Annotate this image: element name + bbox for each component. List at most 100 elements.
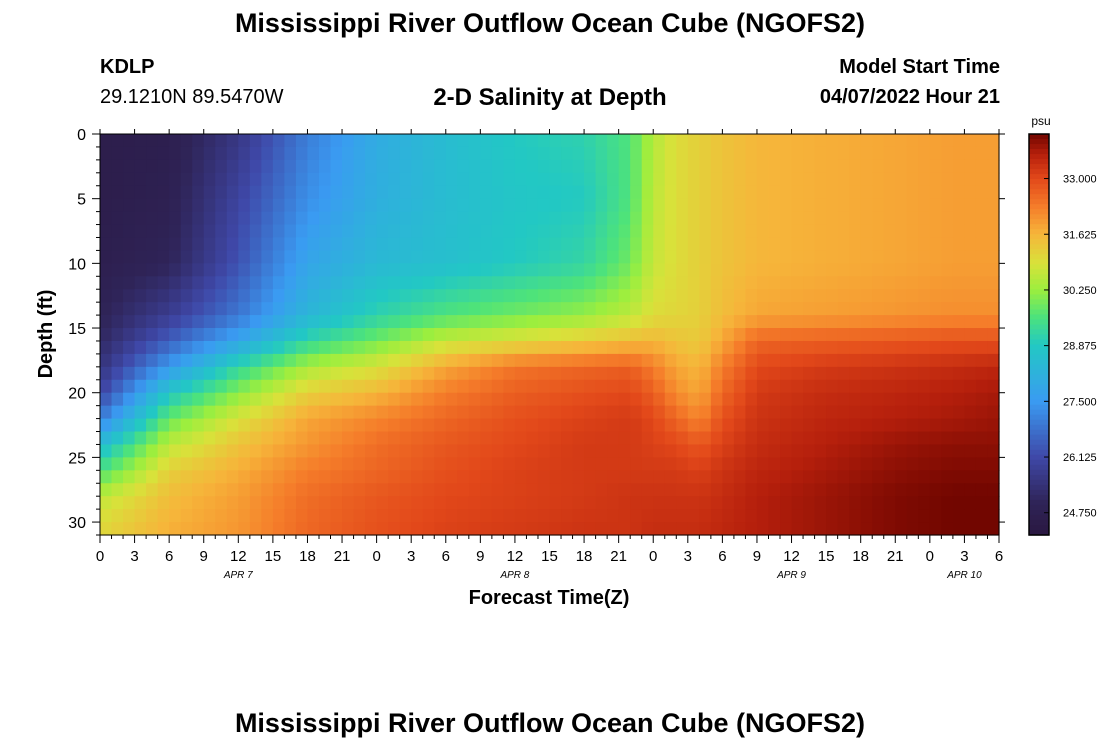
heatmap-cell xyxy=(814,483,827,497)
heatmap-cell xyxy=(457,172,470,187)
heatmap-cell xyxy=(514,211,528,226)
heatmap-cell xyxy=(468,263,481,277)
heatmap-cell xyxy=(872,289,885,303)
heatmap-cell xyxy=(849,496,862,510)
heatmap-cell xyxy=(272,457,286,471)
heatmap-cell xyxy=(318,211,332,226)
heatmap-cell xyxy=(134,353,147,368)
heatmap-cell xyxy=(860,146,873,161)
colorbar-swatch xyxy=(1029,264,1049,270)
heatmap-cell xyxy=(422,224,435,239)
heatmap-cell xyxy=(906,289,919,303)
heatmap-cell xyxy=(526,134,539,148)
heatmap-cell xyxy=(860,159,873,174)
x-tick-label: 15 xyxy=(818,548,835,565)
heatmap-cell xyxy=(872,353,885,368)
heatmap-cell xyxy=(180,509,193,523)
heatmap-cell xyxy=(941,159,954,174)
heatmap-cell xyxy=(157,340,170,355)
heatmap-cell xyxy=(791,302,804,316)
heatmap-cell xyxy=(814,237,827,252)
heatmap-cell xyxy=(411,379,424,394)
heatmap-cell xyxy=(134,522,147,536)
heatmap-cell xyxy=(411,134,424,148)
heatmap-cell xyxy=(722,185,735,200)
heatmap-cell xyxy=(330,340,343,355)
heatmap-cell xyxy=(146,224,159,239)
heatmap-cell xyxy=(883,496,896,510)
heatmap-cell xyxy=(146,379,159,394)
heatmap-cell xyxy=(780,353,793,368)
heatmap-cell xyxy=(526,496,539,510)
heatmap-cell xyxy=(203,470,216,484)
heatmap-cell xyxy=(607,522,620,536)
heatmap-cell xyxy=(699,379,712,394)
heatmap-cell xyxy=(756,224,770,239)
colorbar-swatch xyxy=(1029,529,1049,536)
heatmap-cell xyxy=(422,159,435,174)
heatmap-cell xyxy=(100,211,113,226)
heatmap-cell xyxy=(549,392,562,407)
heatmap-cell xyxy=(756,172,770,187)
heatmap-cell xyxy=(249,366,262,381)
heatmap-cell xyxy=(872,340,885,355)
heatmap-cell xyxy=(111,263,124,277)
heatmap-cell xyxy=(514,457,528,471)
heatmap-cell xyxy=(307,302,320,316)
heatmap-cell xyxy=(353,379,366,394)
heatmap-cell xyxy=(722,146,735,161)
heatmap-cell xyxy=(307,379,320,394)
heatmap-cell xyxy=(249,198,262,213)
heatmap-cell xyxy=(952,418,966,433)
heatmap-cell xyxy=(826,302,839,316)
heatmap-cell xyxy=(618,509,631,523)
heatmap-cell xyxy=(791,509,804,523)
heatmap-cell xyxy=(365,159,378,174)
heatmap-cell xyxy=(192,431,205,446)
heatmap-cell xyxy=(895,211,908,226)
colorbar-swatch xyxy=(1029,204,1049,210)
heatmap-cell xyxy=(307,159,320,174)
heatmap-cell xyxy=(964,392,977,407)
heatmap-cell xyxy=(249,431,262,446)
heatmap-cell xyxy=(411,159,424,174)
heatmap-cell xyxy=(123,366,136,381)
heatmap-cell xyxy=(261,353,274,368)
heatmap-cell xyxy=(641,134,654,148)
heatmap-cell xyxy=(111,418,124,433)
heatmap-cell xyxy=(549,340,562,355)
heatmap-cell xyxy=(803,263,816,277)
heatmap-cell xyxy=(883,392,896,407)
heatmap-cell xyxy=(272,509,286,523)
heatmap-cell xyxy=(100,263,113,277)
heatmap-cell xyxy=(964,509,977,523)
footer-title: Mississippi River Outflow Ocean Cube (NG… xyxy=(234,708,866,738)
heatmap-cell xyxy=(641,353,654,368)
heatmap-cell xyxy=(318,392,332,407)
heatmap-cell xyxy=(399,470,412,484)
heatmap-cell xyxy=(100,198,113,213)
heatmap-cell xyxy=(941,263,954,277)
heatmap-cell xyxy=(780,276,793,290)
heatmap-cell xyxy=(203,315,216,329)
heatmap-cell xyxy=(710,496,723,510)
heatmap-cell xyxy=(238,211,251,226)
heatmap-cell xyxy=(618,379,631,394)
heatmap-cell xyxy=(295,134,309,148)
heatmap-cell xyxy=(330,185,343,200)
heatmap-cell xyxy=(803,328,816,342)
heatmap-cell xyxy=(307,172,320,187)
colorbar-swatch xyxy=(1029,284,1049,290)
heatmap-cell xyxy=(687,198,700,213)
heatmap-cell xyxy=(514,496,528,510)
heatmap-cell xyxy=(134,340,147,355)
heatmap-cell xyxy=(572,134,585,148)
heatmap-cell xyxy=(272,302,286,316)
heatmap-cell xyxy=(238,353,251,368)
heatmap-cell xyxy=(699,276,712,290)
heatmap-cell xyxy=(537,146,551,161)
heatmap-cell xyxy=(549,379,562,394)
heatmap-cell xyxy=(157,315,170,329)
heatmap-cell xyxy=(710,302,723,316)
heatmap-cell xyxy=(687,379,700,394)
